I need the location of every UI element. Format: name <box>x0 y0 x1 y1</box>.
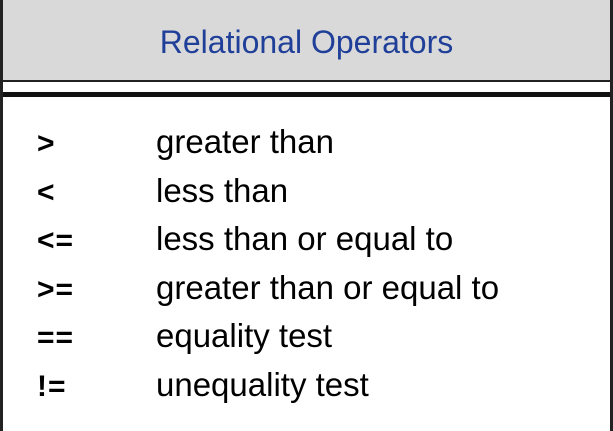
list-item: >= greater than or equal to <box>37 269 499 318</box>
operator-description: greater than or equal to <box>156 268 500 306</box>
table-body: > greater than < less than <= less than … <box>3 97 610 431</box>
operator-description: less than or equal to <box>156 220 454 257</box>
table-header: Relational Operators <box>3 0 610 82</box>
table-title: Relational Operators <box>159 24 454 60</box>
operator-symbol: >= <box>37 272 75 306</box>
header-separator <box>3 92 610 97</box>
list-item: > greater than <box>37 123 499 172</box>
operator-symbol: == <box>37 321 75 354</box>
operator-symbol: < <box>37 175 56 209</box>
operator-description: less than <box>156 171 289 209</box>
list-item: < less than <box>37 172 499 221</box>
operator-description: greater than <box>156 123 334 160</box>
operator-list: > greater than < less than <= less than … <box>37 123 499 414</box>
operator-description: unequality test <box>156 365 369 403</box>
list-item: != unequality test <box>37 366 499 415</box>
operator-symbol: <= <box>37 224 75 257</box>
operator-description: equality test <box>156 317 333 354</box>
list-item: <= less than or equal to <box>37 220 499 269</box>
operator-symbol: != <box>37 369 67 403</box>
operator-symbol: > <box>37 127 56 160</box>
list-item: == equality test <box>37 317 499 366</box>
